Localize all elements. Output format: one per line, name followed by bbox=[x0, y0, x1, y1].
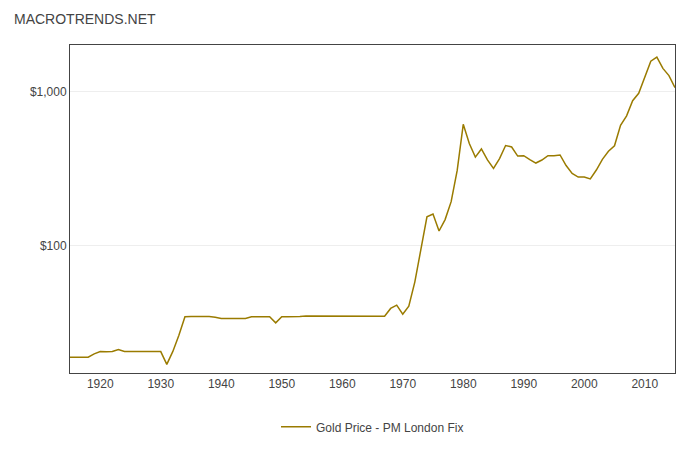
svg-text:1930: 1930 bbox=[147, 377, 174, 391]
svg-text:2010: 2010 bbox=[631, 377, 658, 391]
svg-text:Gold Price - PM London Fix: Gold Price - PM London Fix bbox=[316, 421, 463, 435]
svg-text:2000: 2000 bbox=[571, 377, 598, 391]
svg-text:1970: 1970 bbox=[389, 377, 416, 391]
svg-text:$1,000: $1,000 bbox=[30, 85, 67, 99]
svg-text:MACROTRENDS.NET: MACROTRENDS.NET bbox=[14, 11, 156, 27]
svg-text:1980: 1980 bbox=[450, 377, 477, 391]
svg-text:1940: 1940 bbox=[208, 377, 235, 391]
svg-text:$100: $100 bbox=[40, 239, 67, 253]
svg-text:1960: 1960 bbox=[329, 377, 356, 391]
svg-text:1920: 1920 bbox=[87, 377, 114, 391]
svg-text:1950: 1950 bbox=[268, 377, 295, 391]
svg-text:1990: 1990 bbox=[510, 377, 537, 391]
